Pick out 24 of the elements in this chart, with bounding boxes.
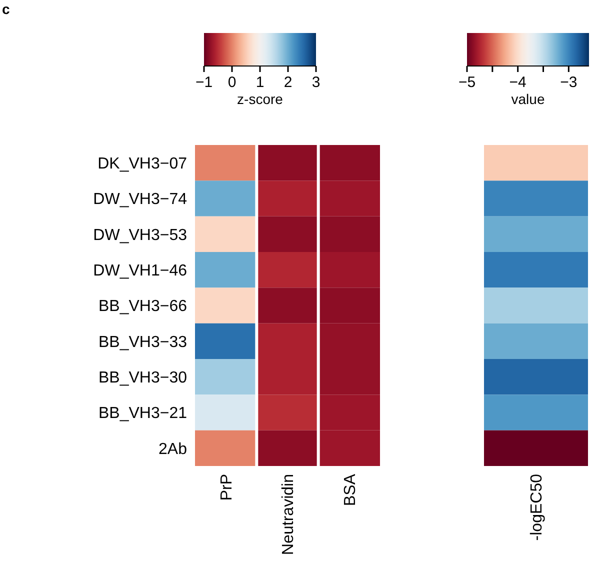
y-tick-label: DW_VH3−53 bbox=[93, 226, 188, 244]
color-bar-title: z-score bbox=[237, 91, 284, 107]
y-tick-label: BB_VH3−33 bbox=[98, 334, 188, 351]
color-bar-label: −3 bbox=[560, 74, 578, 91]
y-tick-label: BB_VH3−66 bbox=[98, 298, 188, 316]
color-bar-label: 0 bbox=[228, 74, 236, 91]
x-tick-label: Neutravidin bbox=[280, 474, 298, 555]
x-tick-label: BSA bbox=[342, 474, 359, 506]
color-bar-label: 1 bbox=[256, 74, 264, 91]
y-tick-label: BB_VH3−30 bbox=[98, 369, 188, 386]
y-tick-label: BB_VH3−21 bbox=[98, 405, 188, 422]
color-bar-label: −5 bbox=[458, 74, 476, 91]
color-bar-label: 3 bbox=[312, 74, 320, 91]
y-tick-label: 2Ab bbox=[158, 440, 188, 458]
y-tick-label: DW_VH1−46 bbox=[93, 262, 188, 280]
color-bar-label: 2 bbox=[284, 74, 292, 91]
color-bar-label: −1 bbox=[195, 74, 213, 91]
x-tick-label: -logEC50 bbox=[528, 474, 546, 541]
color-bar-title: value bbox=[511, 91, 545, 107]
text: c bbox=[2, 1, 10, 17]
y-tick-label: DW_VH3−74 bbox=[93, 191, 188, 208]
y-tick-label: DK_VH3−07 bbox=[98, 155, 188, 172]
x-tick-label: PrP bbox=[218, 474, 236, 501]
color-bar-label: −4 bbox=[509, 74, 526, 91]
